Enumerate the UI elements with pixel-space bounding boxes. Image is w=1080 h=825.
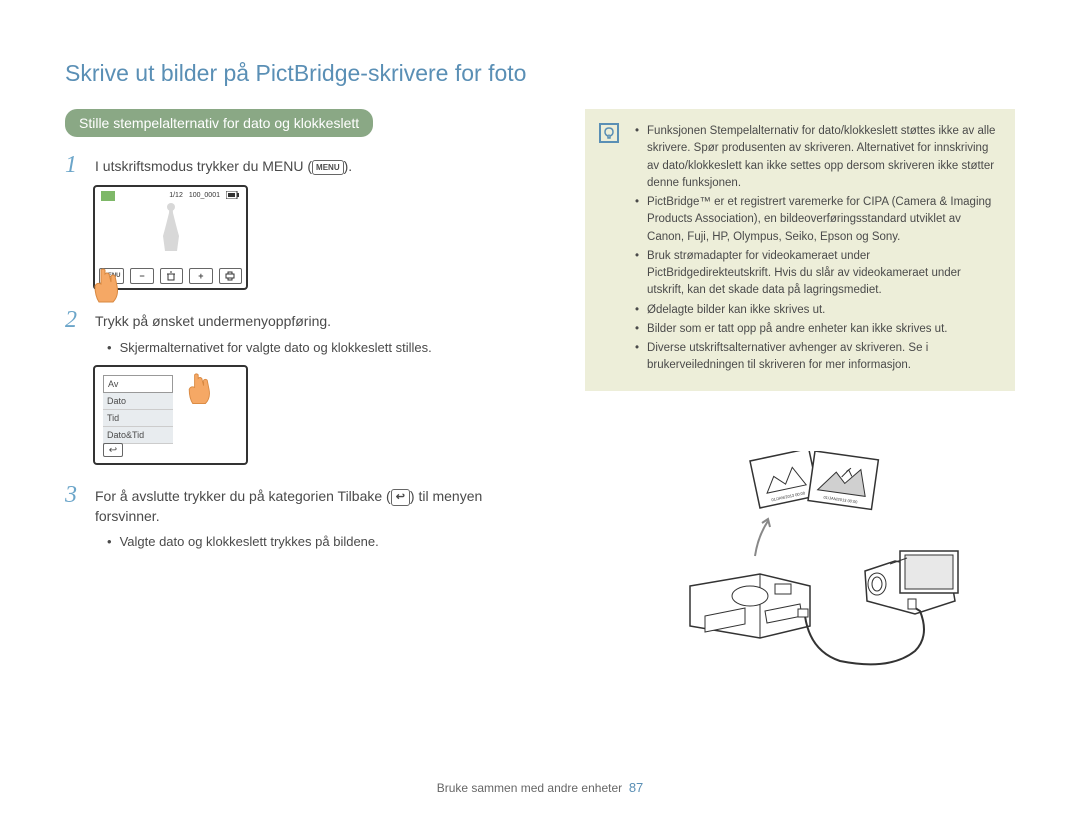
back-icon: ↩ <box>391 489 410 506</box>
camera-screen-1: 1/12 100_0001 MENU − + <box>93 185 248 290</box>
step-text: For å avslutte trykker du på kategorien … <box>95 483 545 526</box>
page-footer: Bruke sammen med andre enheter 87 <box>0 780 1080 795</box>
info-item: Bruk strømadapter for videokameraet unde… <box>635 248 997 300</box>
minus-button[interactable]: − <box>130 268 153 284</box>
record-indicator-icon <box>101 191 115 201</box>
info-item: Funksjonen Stempelalternativ for dato/kl… <box>635 123 997 192</box>
print-button[interactable] <box>219 268 242 284</box>
page-title: Skrive ut bilder på PictBridge-skrivere … <box>65 60 1015 87</box>
step-bullet: Valgte dato og klokkeslett trykkes på bi… <box>107 534 545 549</box>
step-1: 1 I utskriftsmodus trykker du MENU (MENU… <box>65 153 545 177</box>
step-number: 2 <box>65 308 83 332</box>
left-column: Stille stempelalternativ for dato og klo… <box>65 109 545 681</box>
right-column: Funksjonen Stempelalternativ for dato/kl… <box>585 109 1015 681</box>
info-item: Diverse utskriftsalternativer avhenger a… <box>635 340 997 375</box>
info-item: Bilder som er tatt opp på andre enheter … <box>635 321 997 338</box>
info-box: Funksjonen Stempelalternativ for dato/kl… <box>585 109 1015 391</box>
step-bullet: Skjermalternativet for valgte dato og kl… <box>107 340 545 355</box>
touch-hand-icon <box>182 371 218 411</box>
section-header: Stille stempelalternativ for dato og klo… <box>65 109 373 137</box>
step-number: 1 <box>65 153 83 177</box>
step-number: 3 <box>65 483 83 507</box>
menu-option-dato[interactable]: Dato <box>103 393 173 410</box>
info-item: Ødelagte bilder kan ikke skrives ut. <box>635 302 997 319</box>
screen-status-bar: 1/12 100_0001 <box>169 191 240 199</box>
menu-option-tid[interactable]: Tid <box>103 410 173 427</box>
printer-illustration: 01/JAN/2013 00:00 01/JAN/2013 00:00 <box>585 451 1015 681</box>
menu-option-datotid[interactable]: Dato&Tid <box>103 427 173 444</box>
info-list: Funksjonen Stempelalternativ for dato/kl… <box>635 123 997 375</box>
battery-icon <box>226 191 240 199</box>
step-text: Trykk på ønsket undermenyoppføring. <box>95 308 331 332</box>
photo-silhouette-icon <box>151 201 191 256</box>
note-icon <box>599 123 619 143</box>
back-button[interactable]: ↩ <box>103 443 123 457</box>
menu-icon: MENU <box>312 160 344 175</box>
step-text: I utskriftsmodus trykker du MENU (MENU). <box>95 153 352 177</box>
page-number: 87 <box>629 780 643 795</box>
trash-button[interactable] <box>160 268 183 284</box>
step-3: 3 For å avslutte trykker du på kategorie… <box>65 483 545 526</box>
info-item: PictBridge™ er et registrert varemerke f… <box>635 194 997 246</box>
camera-screen-2: Av Dato Tid Dato&Tid ↩ <box>93 365 248 465</box>
touch-hand-icon <box>87 266 127 310</box>
menu-option-av[interactable]: Av <box>103 375 173 393</box>
plus-button[interactable]: + <box>189 268 212 284</box>
step-2: 2 Trykk på ønsket undermenyoppføring. <box>65 308 545 332</box>
